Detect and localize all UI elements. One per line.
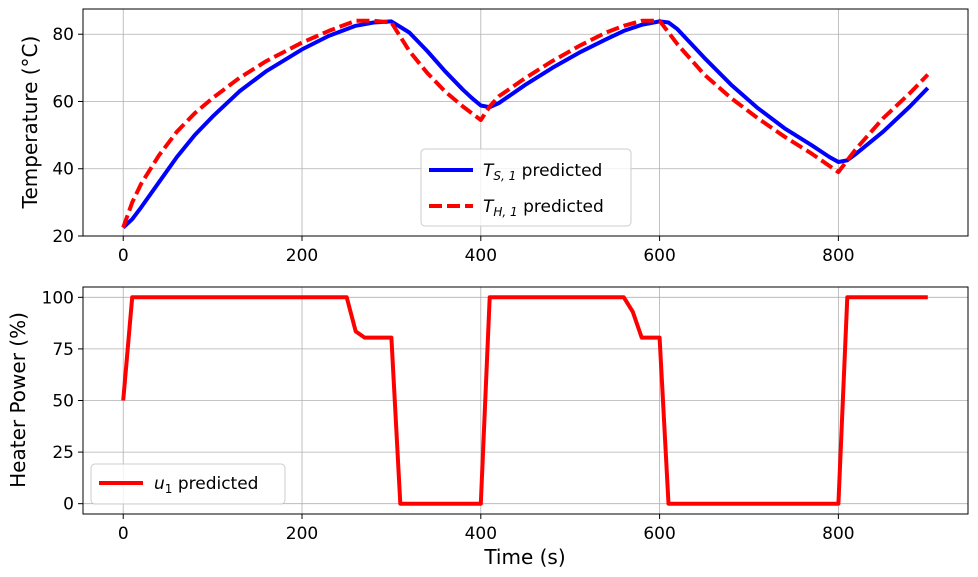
heater-y-tick-label-100: 100 [42,288,74,308]
heater-x-tick-label-0: 0 [118,524,129,544]
heater-y-axis-label: Heater Power (%) [6,312,30,488]
heater-y-tick-label-50: 50 [52,392,74,412]
heater-y-tick-label-75: 75 [52,340,74,360]
temperature-y-tick-label-20: 20 [52,227,74,247]
temperature-x-tick-label-200: 200 [286,246,318,266]
heater-x-tick-label-600: 600 [643,524,675,544]
temperature-y-tick-label-60: 60 [52,92,74,112]
temperature-series-line-1 [121,18,930,229]
heater-ticks: 0 200 400 600 800 0 25 50 75 100 [42,288,855,544]
heater-legend: u1 predicted [90,463,286,505]
legend-label-ts1: TS, 1 predicted [483,161,602,183]
temperature-y-axis-label: Temperature (°C) [18,36,42,210]
temperature-x-tick-label-800: 800 [822,246,854,266]
temperature-x-tick-label-600: 600 [643,246,675,266]
legend-label-th1: TH, 1 predicted [483,197,604,219]
legend-label-u1: u1 predicted [154,474,258,496]
temperature-ticks: 0 200 400 600 800 20 40 60 80 [52,25,854,266]
heater-x-tick-label-400: 400 [465,524,497,544]
temperature-y-tick-label-80: 80 [52,25,74,45]
temperature-legend-box [420,148,632,227]
heater-y-tick-label-0: 0 [63,495,74,515]
temperature-chart: 0 200 400 600 800 20 40 60 80 Temperature (°C) T… [18,8,969,266]
heater-x-tick-label-800: 800 [822,524,854,544]
temperature-plot-frame [82,8,969,237]
temperature-series [121,18,930,230]
heater-series [121,295,928,506]
temperature-x-tick-label-0: 0 [118,246,129,266]
temperature-y-tick-label-40: 40 [52,160,74,180]
heater-series-line-0 [121,295,928,506]
temperature-x-tick-label-400: 400 [465,246,497,266]
heater-x-tick-label-200: 200 [286,524,318,544]
heater-power-chart: 0 200 400 600 800 0 25 50 75 100 Heater Power (%)… [6,286,969,569]
heater-x-axis-label: Time (s) [483,545,565,569]
temperature-legend: TS, 1 predicted TH, 1 predicted [420,148,632,227]
heater-legend-box [90,463,286,505]
temperature-series-line-0 [121,19,930,230]
heater-y-tick-label-25: 25 [52,443,74,463]
